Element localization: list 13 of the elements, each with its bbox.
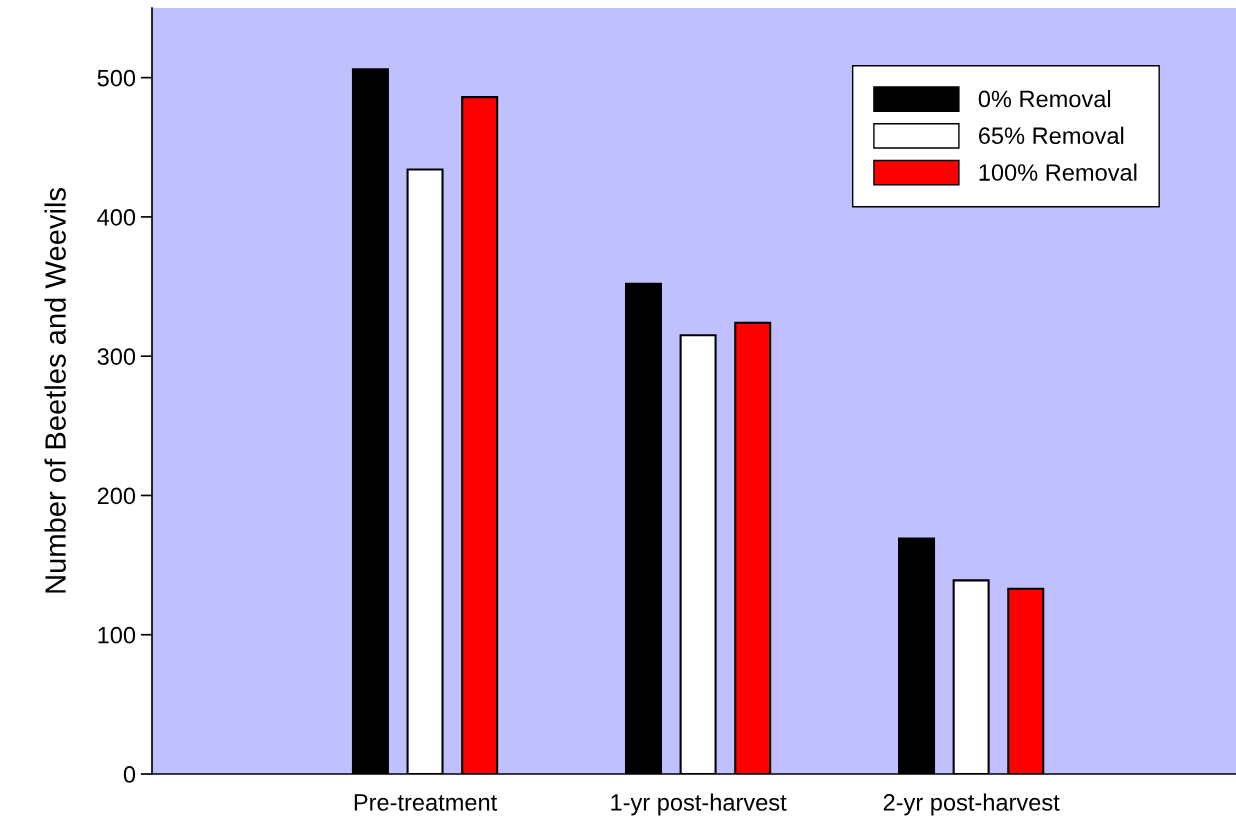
legend-label: 0% Removal: [978, 89, 1111, 108]
x-tick-label: 1-yr post-harvest: [611, 793, 787, 816]
y-tick-label: 0: [123, 766, 136, 783]
x-tick-label: Pre-treatment: [354, 794, 498, 811]
y-tick-label: 100: [98, 626, 136, 644]
x-tick-label: 2-yr post-harvest: [883, 793, 1060, 816]
y-tick-label: 500: [97, 69, 136, 87]
legend-label: 65% Removal: [979, 126, 1124, 145]
y-axis-title: Number of Beetles and Weevils: [44, 188, 66, 593]
y-tick-label: 300: [97, 348, 136, 365]
y-tick-label: 400: [97, 208, 136, 226]
legend-label: 100% Removal: [979, 163, 1137, 181]
y-tick-label: 200: [97, 487, 136, 505]
